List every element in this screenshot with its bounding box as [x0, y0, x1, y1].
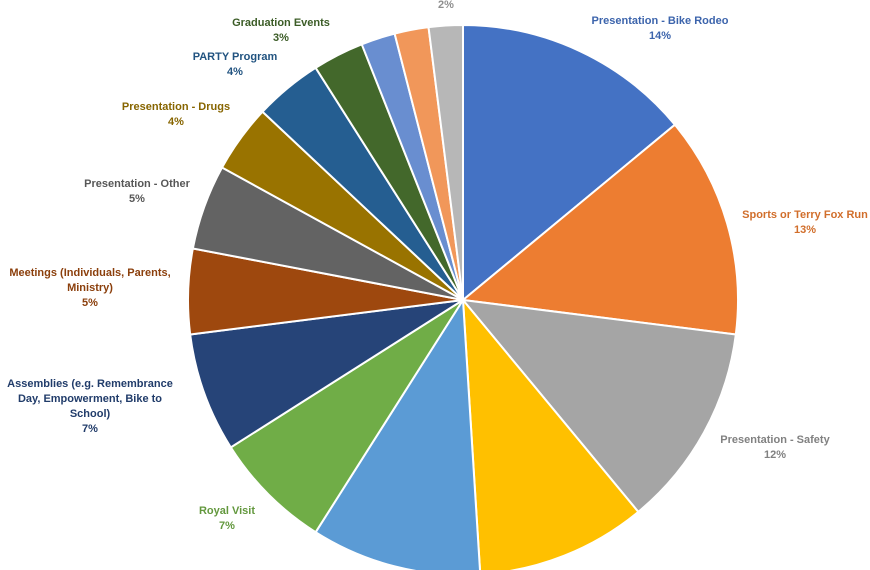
slice-percent-label: 2% [172, 0, 188, 1]
pie-slice [460, 298, 737, 514]
slice-category-label: Graduation Events [232, 17, 330, 29]
slice-data-label: PARTY Program 4% [193, 51, 278, 78]
slice-percent-label: 14% [649, 30, 671, 42]
slice-data-label: 2% [363, 0, 379, 1]
slice-category-label: Presentation - Drugs [122, 101, 230, 113]
pie-slice [461, 296, 640, 570]
pie-slice [229, 299, 464, 534]
slice-data-label: 2% [172, 0, 188, 1]
slice-category-label: Meetings (Individuals, Parents, [9, 267, 170, 279]
slice-percent-label: 7% [82, 423, 98, 435]
slice-percent-label: 4% [227, 66, 243, 78]
slice-data-label: Royal Visit 7% [199, 505, 255, 532]
slice-percent-label: 12% [764, 449, 786, 461]
slice-category-label: Day, Empowerment, Bike to [18, 393, 162, 405]
slice-percent-label: 3% [273, 32, 289, 44]
slice-data-label: Assemblies (e.g. Remembrance Day, Empower… [7, 378, 173, 435]
pie-slice [314, 296, 481, 570]
slice-data-label: Presentation - Bike Rodeo 14% [592, 15, 729, 42]
slice-percent-label: 7% [219, 520, 235, 532]
slice-category-label: School) [70, 408, 111, 420]
slice-percent-label: 5% [129, 193, 145, 205]
slice-percent-label: 4% [168, 116, 184, 128]
slice-category-label: Presentation - Safety [720, 434, 830, 446]
slice-percent-label: 2% [438, 0, 454, 11]
pie-slice [460, 123, 739, 336]
slice-percent-label: 13% [794, 224, 816, 236]
slice-percent-label: 2% [363, 0, 379, 1]
slice-data-label: Sports or Terry Fox Run 13% [742, 209, 868, 236]
pie-slice [462, 23, 677, 303]
slice-category-label: Presentation - Other [84, 178, 190, 190]
slice-category-label: Ministry) [67, 282, 113, 294]
slice-category-label: Presentation - Bike Rodeo [592, 15, 729, 27]
slice-data-label: Meetings (Individuals, Parents, Ministry)… [9, 267, 170, 309]
slice-data-label: 2% [438, 0, 454, 11]
slice-data-label: Presentation - Safety 12% [720, 434, 830, 461]
slice-data-label: Presentation - Other 5% [84, 178, 190, 205]
slice-category-label: PARTY Program [193, 51, 278, 63]
slice-category-label: Sports or Terry Fox Run [742, 209, 868, 221]
slice-percent-label: 5% [82, 297, 98, 309]
pie-slice [189, 299, 464, 449]
slice-category-label: Royal Visit [199, 505, 255, 517]
slice-data-label: Presentation - Drugs 4% [122, 101, 230, 128]
slice-data-label: Graduation Events 3% [232, 17, 330, 44]
pie-slice [427, 23, 464, 301]
slice-category-label: Assemblies (e.g. Remembrance [7, 378, 173, 390]
